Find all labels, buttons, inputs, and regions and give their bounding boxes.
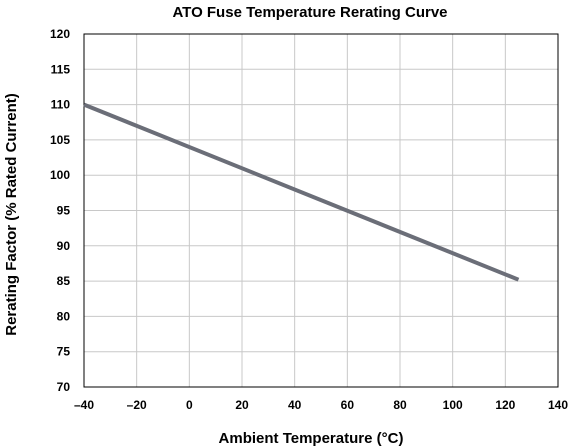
x-axis-label: Ambient Temperature (°C) <box>219 430 404 447</box>
x-tick-label: 120 <box>495 398 515 412</box>
y-tick-label: 75 <box>57 345 71 359</box>
y-tick-label: 100 <box>50 168 70 182</box>
y-tick-label: 85 <box>57 274 71 288</box>
series-layer <box>83 102 520 282</box>
x-tick-labels: –40 –20 0 20 40 60 80 100 120 140 <box>74 398 568 412</box>
y-tick-label: 120 <box>50 27 70 41</box>
x-tick-label: 100 <box>443 398 463 412</box>
x-tick-label: –40 <box>74 398 94 412</box>
y-axis-label: Rerating Factor (% Rated Current) <box>3 93 20 336</box>
x-tick-label: 140 <box>548 398 568 412</box>
grid <box>83 33 559 388</box>
y-tick-label: 70 <box>57 380 71 394</box>
x-tick-label: 60 <box>341 398 355 412</box>
y-tick-labels: 70 75 80 85 90 95 100 105 110 115 120 <box>50 27 70 394</box>
x-tick-label: –20 <box>127 398 147 412</box>
x-tick-label: 40 <box>288 398 302 412</box>
y-tick-label: 90 <box>57 239 71 253</box>
x-tick-label: 20 <box>235 398 249 412</box>
y-tick-label: 110 <box>51 98 71 112</box>
y-tick-label: 105 <box>50 133 70 147</box>
y-tick-label: 95 <box>57 204 71 218</box>
chart-title: ATO Fuse Temperature Rerating Curve <box>172 4 447 21</box>
y-tick-label: 115 <box>51 62 71 76</box>
y-tick-label: 80 <box>57 309 71 323</box>
x-tick-label: 80 <box>393 398 407 412</box>
series-line-0 <box>83 102 520 282</box>
plot-area <box>83 33 559 388</box>
x-tick-label: 0 <box>186 398 193 412</box>
